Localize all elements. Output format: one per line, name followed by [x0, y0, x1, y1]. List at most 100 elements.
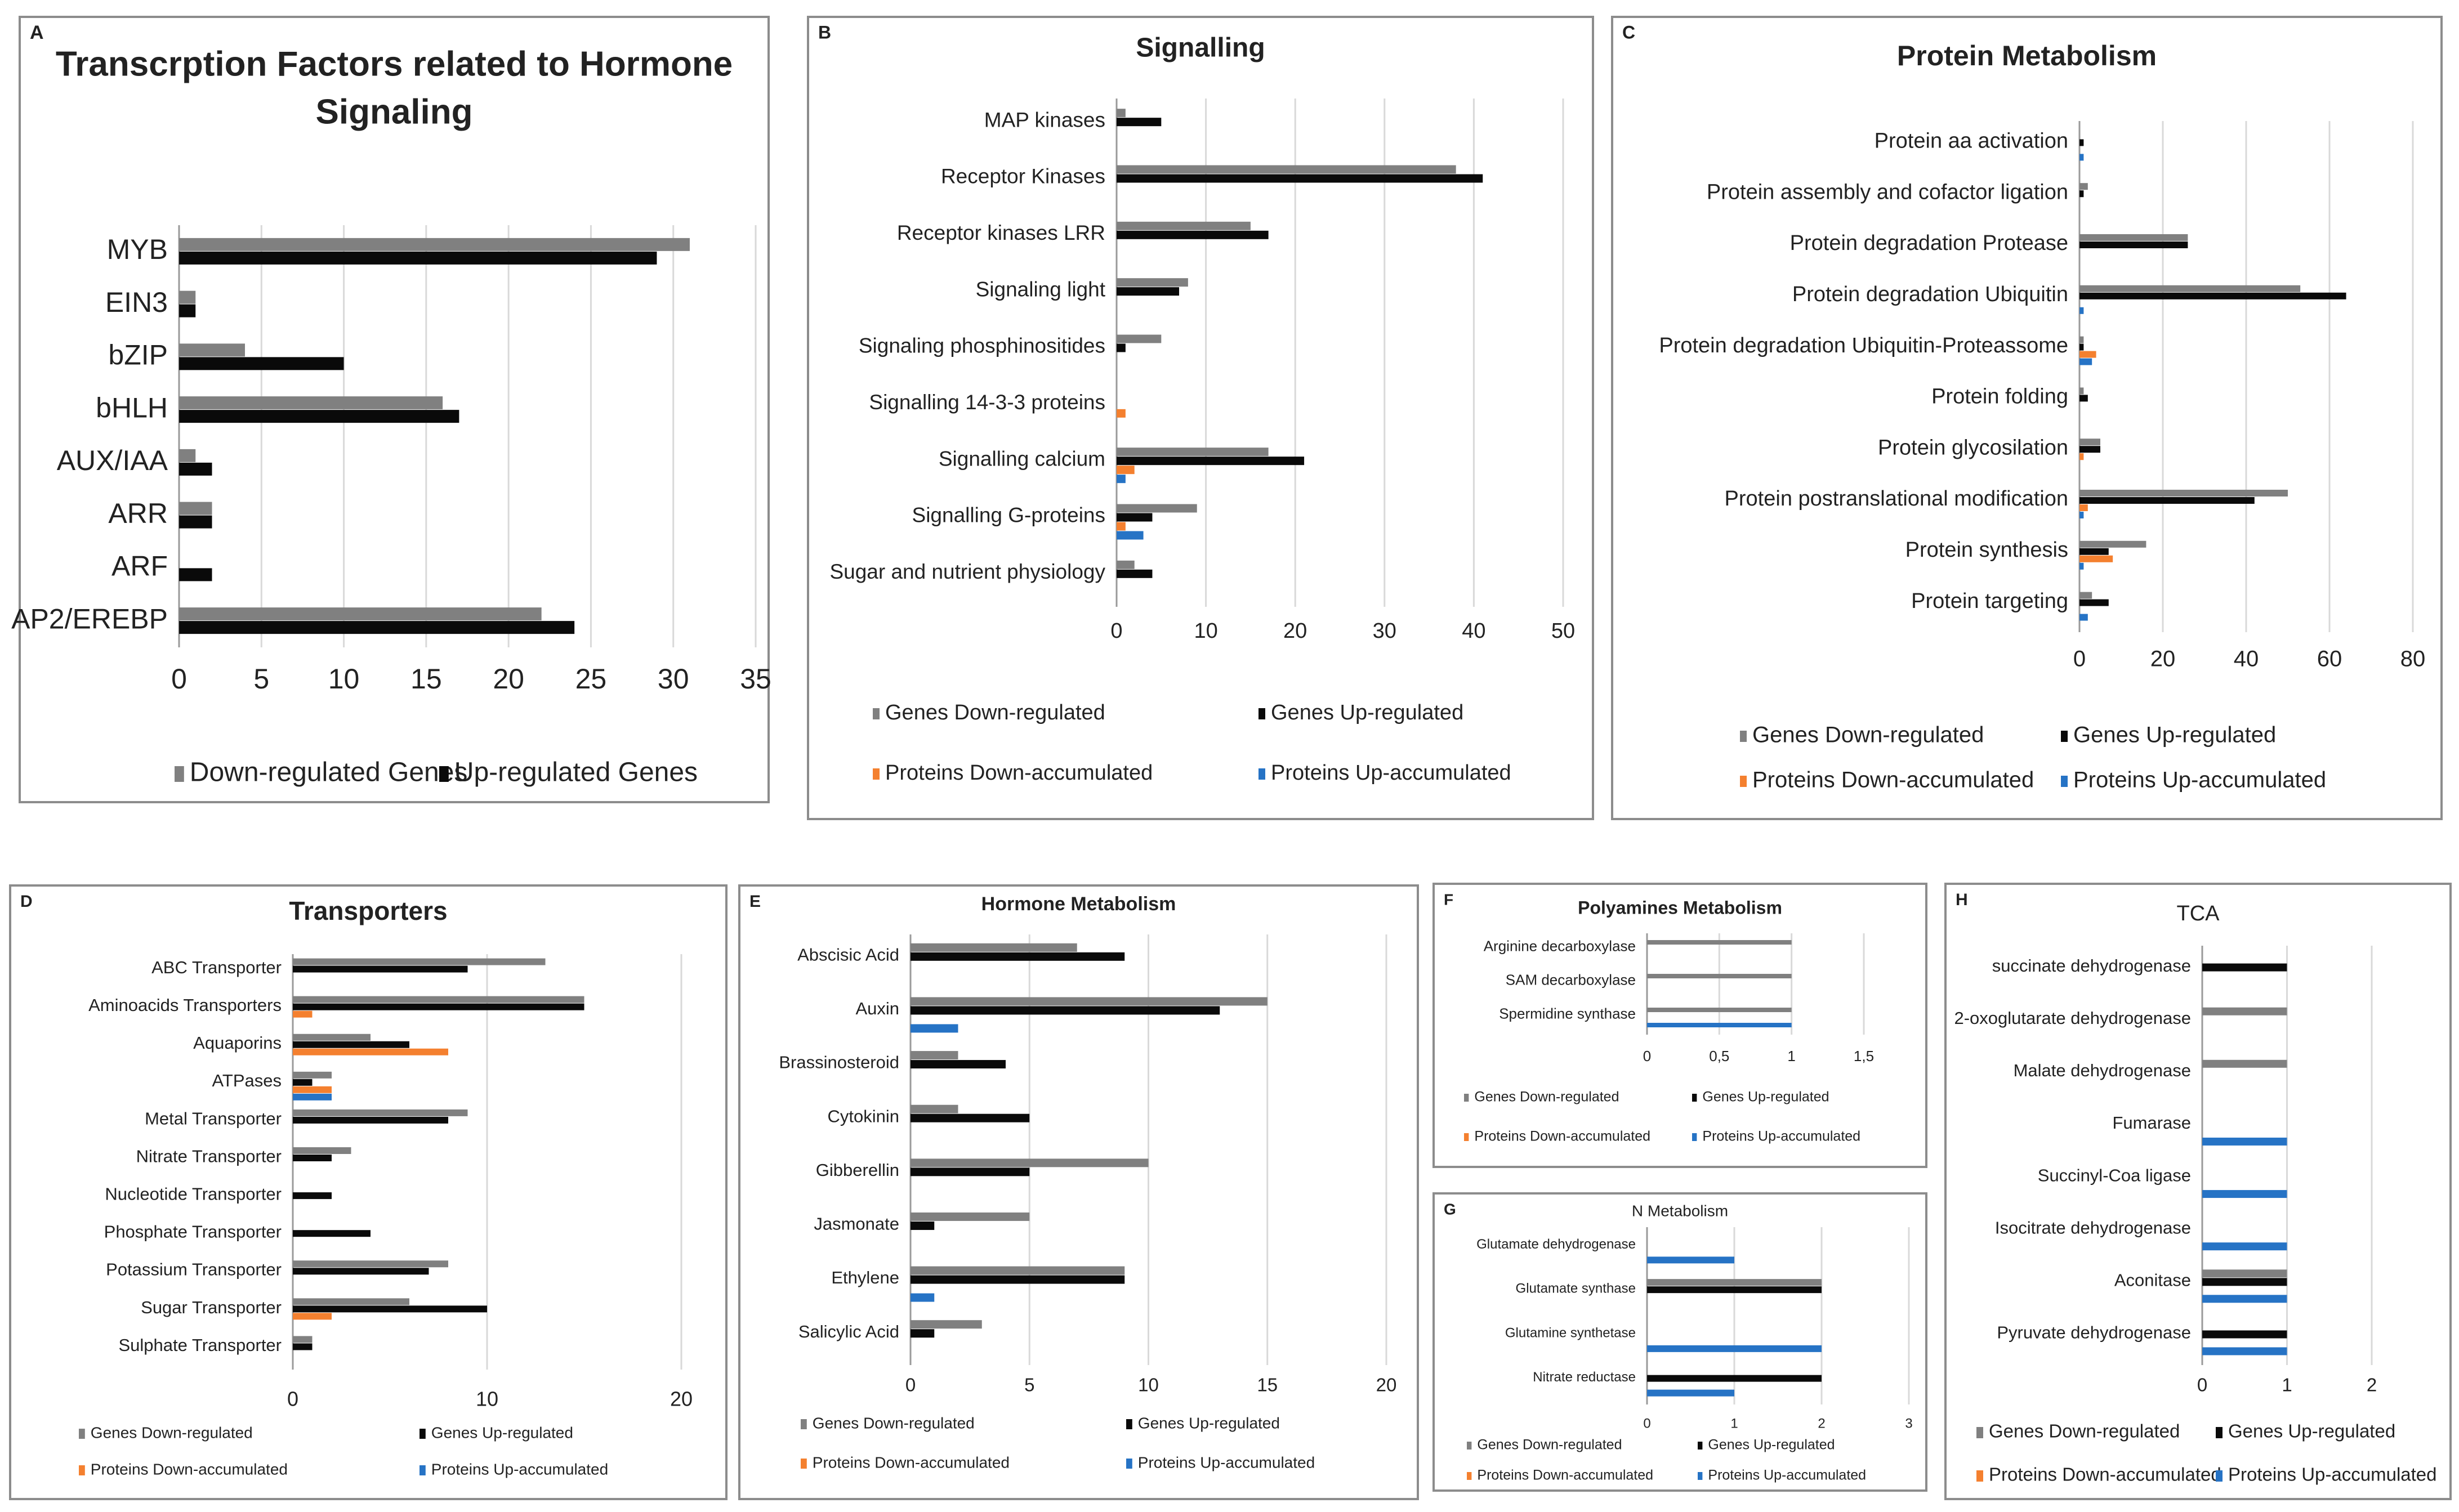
bar-genes-down-regulated-aquaporins	[293, 1034, 371, 1041]
bar-genes-down-regulated-protein-glycosilation	[2079, 439, 2100, 446]
category-label: Auxin	[855, 999, 899, 1018]
bar-proteins-up-accumulated-fumarase	[2202, 1137, 2287, 1146]
bar-genes-up-regulated-glutamate-synthase	[1647, 1286, 1822, 1294]
bar-genes-down-regulated-receptor-kinases	[1117, 165, 1456, 174]
bar-down-regulated-genes-ein3	[179, 290, 196, 304]
x-tick-label: 25	[575, 663, 607, 695]
bar-proteins-up-accumulated-glutamate-dehydrogenase	[1647, 1256, 1734, 1264]
category-label: ARR	[108, 498, 168, 529]
bar-genes-down-regulated-sulphate-transporter	[293, 1336, 313, 1343]
legend-label-proteins-up-accumulated: Proteins Up-accumulated	[1271, 761, 1511, 785]
panel-letter: D	[20, 892, 33, 911]
x-tick-label: 1	[1730, 1416, 1738, 1431]
bar-down-regulated-genes-ap2-erebp	[179, 607, 542, 621]
bar-genes-up-regulated-abc-transporter	[293, 965, 468, 973]
bar-genes-down-regulated-signalling-calcium	[1117, 448, 1269, 457]
bar-up-regulated-genes-arr	[179, 515, 212, 529]
bar-genes-up-regulated-protein-aa-activation	[2079, 139, 2084, 146]
bar-proteins-up-accumulated-protein-aa-activation	[2079, 154, 2084, 161]
category-label: ATPases	[212, 1071, 282, 1090]
legend-swatch-proteins-down-accumulated	[1464, 1133, 1469, 1141]
bar-genes-down-regulated-signaling-light	[1117, 278, 1188, 287]
bar-genes-down-regulated-ethylene	[911, 1266, 1125, 1275]
bar-genes-down-regulated-protein-folding	[2079, 387, 2084, 395]
bar-genes-down-regulated-nitrate-transporter	[293, 1147, 351, 1154]
category-label: Protein assembly and cofactor ligation	[1707, 180, 2068, 204]
x-tick-label: 15	[1257, 1375, 1278, 1395]
legend-swatch-proteins-up-accumulated	[2216, 1470, 2223, 1482]
bar-genes-up-regulated-signaling-light	[1117, 287, 1180, 296]
legend-label-proteins-up-accumulated: Proteins Up-accumulated	[431, 1460, 608, 1478]
panel-e: E Hormone Metabolism 0 5 10 15 20 Abscisic Acid…	[738, 884, 1419, 1500]
panel-a: A Transcrption Factors related to Hormone…	[11, 16, 771, 803]
bar-genes-down-regulated-abscisic-acid	[911, 943, 1077, 952]
bar-proteins-up-accumulated-signalling-calcium	[1117, 475, 1126, 484]
panel-h: H TCA 0 1 2 succinate dehydrogenase 2-oxogluta…	[1944, 883, 2452, 1500]
panel-d: D Transporters 0 10 20 ABC Transporter Aminoac…	[9, 884, 728, 1500]
bar-up-regulated-genes-ap2-erebp	[179, 621, 575, 634]
bar-genes-down-regulated-salicylic-acid	[911, 1320, 982, 1329]
legend-swatch-proteins-down-accumulated	[801, 1459, 807, 1469]
x-tick-label: 50	[1551, 619, 1575, 643]
x-tick-label: 15	[410, 663, 442, 695]
chart-title: Transporters	[289, 896, 447, 925]
legend-swatch-genes-up-regulated	[2216, 1427, 2223, 1438]
bar-proteins-down-accumulated-aminoacids-transporters	[293, 1010, 313, 1018]
bar-proteins-up-accumulated-protein-postranslational-modification	[2079, 512, 2084, 518]
legend-swatch-proteins-down-accumulated	[1740, 776, 1747, 787]
category-label: Sugar and nutrient physiology	[829, 560, 1105, 583]
category-label: ARF	[111, 551, 168, 582]
legend-label-genes-up-regulated: Genes Up-regulated	[2228, 1421, 2395, 1442]
category-label: Signalling G-proteins	[912, 504, 1105, 527]
bar-genes-down-regulated-cytokinin	[911, 1104, 958, 1113]
bar-genes-down-regulated-metal-transporter	[293, 1109, 468, 1116]
panel-letter: F	[1444, 891, 1453, 908]
category-label: Protein folding	[1931, 385, 2068, 409]
panel-frame	[1432, 1192, 1927, 1492]
x-tick-label: 30	[658, 663, 689, 695]
category-label: Protein degradation Ubiquitin-Proteassom…	[1659, 334, 2068, 357]
bar-genes-up-regulated-protein-assembly-and-cofactor-ligation	[2079, 190, 2084, 198]
bar-genes-down-regulated-protein-postranslational-modification	[2079, 490, 2288, 496]
bar-genes-down-regulated-protein-degradation-ubiquitin-proteassome	[2079, 336, 2084, 343]
bar-genes-down-regulated-brassinosteroid	[911, 1051, 958, 1060]
bar-genes-down-regulated-protein-degradation-protease	[2079, 234, 2188, 241]
bar-genes-up-regulated-protein-glycosilation	[2079, 446, 2100, 453]
x-tick-label: 5	[1024, 1375, 1034, 1395]
chart-title: Transcrption Factors related to Hormone	[56, 44, 733, 83]
category-label: Gibberellin	[816, 1160, 899, 1180]
panel-c: C Protein Metabolism 0 20 40 60 80 Protein aa a…	[1611, 16, 2443, 820]
panel-frame	[9, 884, 728, 1500]
panel-frame	[807, 16, 1594, 820]
category-label: Glutamate dehydrogenase	[1476, 1237, 1636, 1252]
category-label: Protein degradation Ubiquitin	[1792, 283, 2068, 306]
legend-swatch-proteins-down-accumulated	[79, 1465, 85, 1475]
bar-down-regulated-genes-aux-iaa	[179, 449, 196, 462]
bar-genes-up-regulated-sulphate-transporter	[293, 1343, 313, 1350]
x-tick-label: 1	[2282, 1375, 2292, 1395]
bar-proteins-up-accumulated-signalling-g-proteins	[1117, 531, 1144, 540]
category-label: Signaling phosphinositides	[859, 334, 1105, 357]
x-tick-label: 20	[670, 1388, 693, 1411]
legend-swatch-genes-down-regulated	[79, 1429, 85, 1439]
x-tick-label: 0,5	[1709, 1048, 1729, 1064]
bar-genes-down-regulated-protein-assembly-and-cofactor-ligation	[2079, 183, 2088, 190]
bar-up-regulated-genes-bhlh	[179, 410, 459, 423]
legend-swatch-genes-down-regulated	[873, 708, 880, 719]
bar-up-regulated-genes-arf	[179, 568, 212, 581]
bar-up-regulated-genes-aux-iaa	[179, 462, 212, 476]
bar-down-regulated-genes-arr	[179, 502, 212, 515]
chart-title: TCA	[2177, 902, 2220, 925]
bar-genes-up-regulated-protein-targeting	[2079, 599, 2109, 606]
bar-proteins-down-accumulated-atpases	[293, 1086, 332, 1093]
legend-swatch-up-regulated-genes	[439, 766, 449, 782]
legend-label-genes-up-regulated: Genes Up-regulated	[1138, 1414, 1280, 1432]
bar-genes-up-regulated-aminoacids-transporters	[293, 1003, 584, 1010]
panel-b: B Signalling 0 10 20 30 40 50 MAP kinases Recepto…	[807, 16, 1594, 820]
category-label: Nitrate Transporter	[136, 1146, 282, 1166]
chart-title: Protein Metabolism	[1897, 40, 2157, 71]
category-label: ABC Transporter	[151, 958, 282, 977]
bar-genes-down-regulated-aminoacids-transporters	[293, 996, 584, 1003]
legend-label-genes-down-regulated: Genes Down-regulated	[813, 1414, 975, 1432]
